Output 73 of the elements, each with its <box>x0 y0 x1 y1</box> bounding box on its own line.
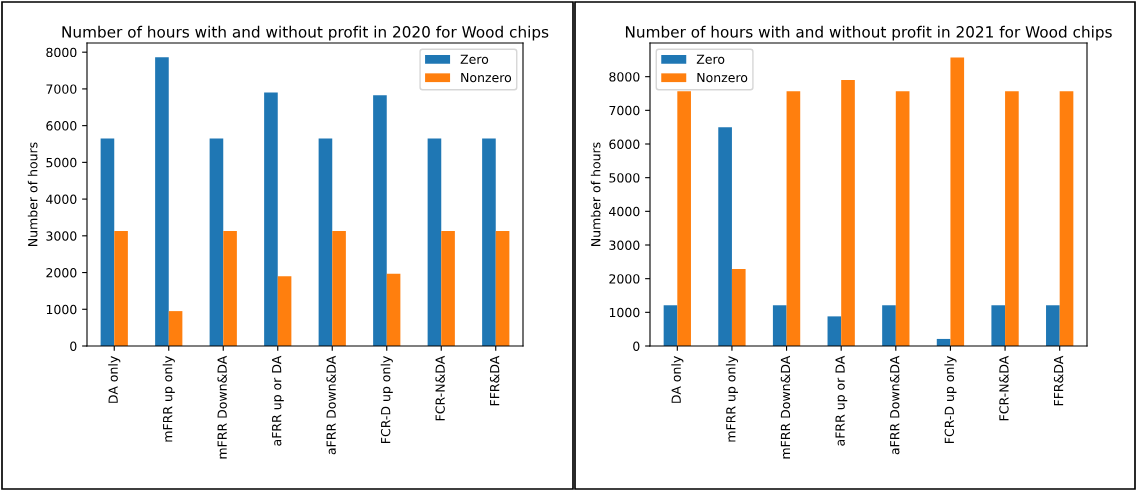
y-tick-label: 6000 <box>46 121 77 131</box>
bar <box>427 138 442 346</box>
x-tick-label: mFRR Down&DA <box>780 355 791 459</box>
y-tick-label: 1000 <box>46 304 77 315</box>
y-tick-label: 0 <box>70 341 77 351</box>
y-axis-title: Number of hours <box>590 142 601 246</box>
bar <box>1059 91 1074 346</box>
bar <box>882 305 896 346</box>
y-tick-label: 1000 <box>609 307 640 318</box>
bar <box>1046 305 1060 346</box>
x-tick-label: DA only <box>671 356 684 403</box>
y-tick-label: 0 <box>633 341 640 351</box>
bar <box>663 305 678 346</box>
legend-label: Nonzero <box>697 72 748 83</box>
bar <box>100 138 115 346</box>
y-tick-label: 7000 <box>609 105 640 116</box>
y-tick-label: 5000 <box>46 157 77 168</box>
bar <box>277 276 292 346</box>
x-tick-label: FCR-D up only <box>944 356 957 443</box>
bar <box>827 316 842 346</box>
bar <box>1005 91 1019 346</box>
bar <box>114 231 128 346</box>
bar <box>677 91 691 346</box>
bar <box>495 231 510 346</box>
y-tick-label: 3000 <box>46 231 77 241</box>
bar <box>155 57 169 346</box>
y-tick-label: 8000 <box>609 72 640 82</box>
y-tick-label: 3000 <box>609 240 640 250</box>
y-tick-label: 2000 <box>46 268 77 278</box>
x-tick-label: DA only <box>108 356 121 403</box>
bar <box>841 80 855 346</box>
x-tick-label: FFR&DA <box>489 355 500 406</box>
bar <box>731 268 746 346</box>
x-tick-label: aFRR Down&DA <box>326 355 336 455</box>
bar <box>482 138 496 346</box>
y-tick-label: 2000 <box>609 274 640 284</box>
legend-label: Nonzero <box>461 72 512 83</box>
bar <box>168 311 183 346</box>
y-tick-label: 4000 <box>609 206 640 217</box>
legend-label: Zero <box>460 54 489 64</box>
bar <box>718 127 732 346</box>
bar <box>223 231 237 346</box>
bar <box>991 305 1006 346</box>
x-tick-label: mFRR up only <box>162 356 175 442</box>
x-tick-label: FCR-N&DA <box>435 355 445 421</box>
bar <box>332 231 346 346</box>
y-tick-label: 5000 <box>609 173 640 183</box>
legend-label: Zero <box>696 54 725 64</box>
x-tick-label: aFRR Down&DA <box>889 355 900 455</box>
bar <box>209 138 224 346</box>
bar <box>441 231 455 346</box>
x-tick-label: FCR-D up only <box>380 356 393 443</box>
bar <box>895 91 910 346</box>
x-tick-label: aFRR up or DA <box>835 355 848 446</box>
bar <box>264 92 278 346</box>
y-tick-label: 6000 <box>609 139 640 149</box>
bar <box>786 91 801 346</box>
y-tick-label: 8000 <box>46 47 77 58</box>
chart-title: Number of hours with and without profit in 2020 for Wood chips <box>62 25 549 41</box>
bar <box>386 273 401 346</box>
bar <box>318 138 333 346</box>
bar <box>772 305 787 346</box>
y-tick-label: 7000 <box>46 84 77 94</box>
bar <box>950 57 965 346</box>
chart-title: Number of hours with and without profit in 2021 for Wood chips <box>625 25 1112 41</box>
bar <box>373 95 387 346</box>
x-tick-label: aFRR up or DA <box>272 355 284 446</box>
x-tick-label: mFRR Down&DA <box>217 355 227 459</box>
x-tick-label: mFRR up only <box>725 356 738 442</box>
y-axis-title: Number of hours <box>27 142 38 246</box>
y-tick-label: 4000 <box>46 194 77 205</box>
x-tick-label: FCR-N&DA <box>999 355 1009 421</box>
x-tick-label: FFR&DA <box>1053 355 1064 406</box>
